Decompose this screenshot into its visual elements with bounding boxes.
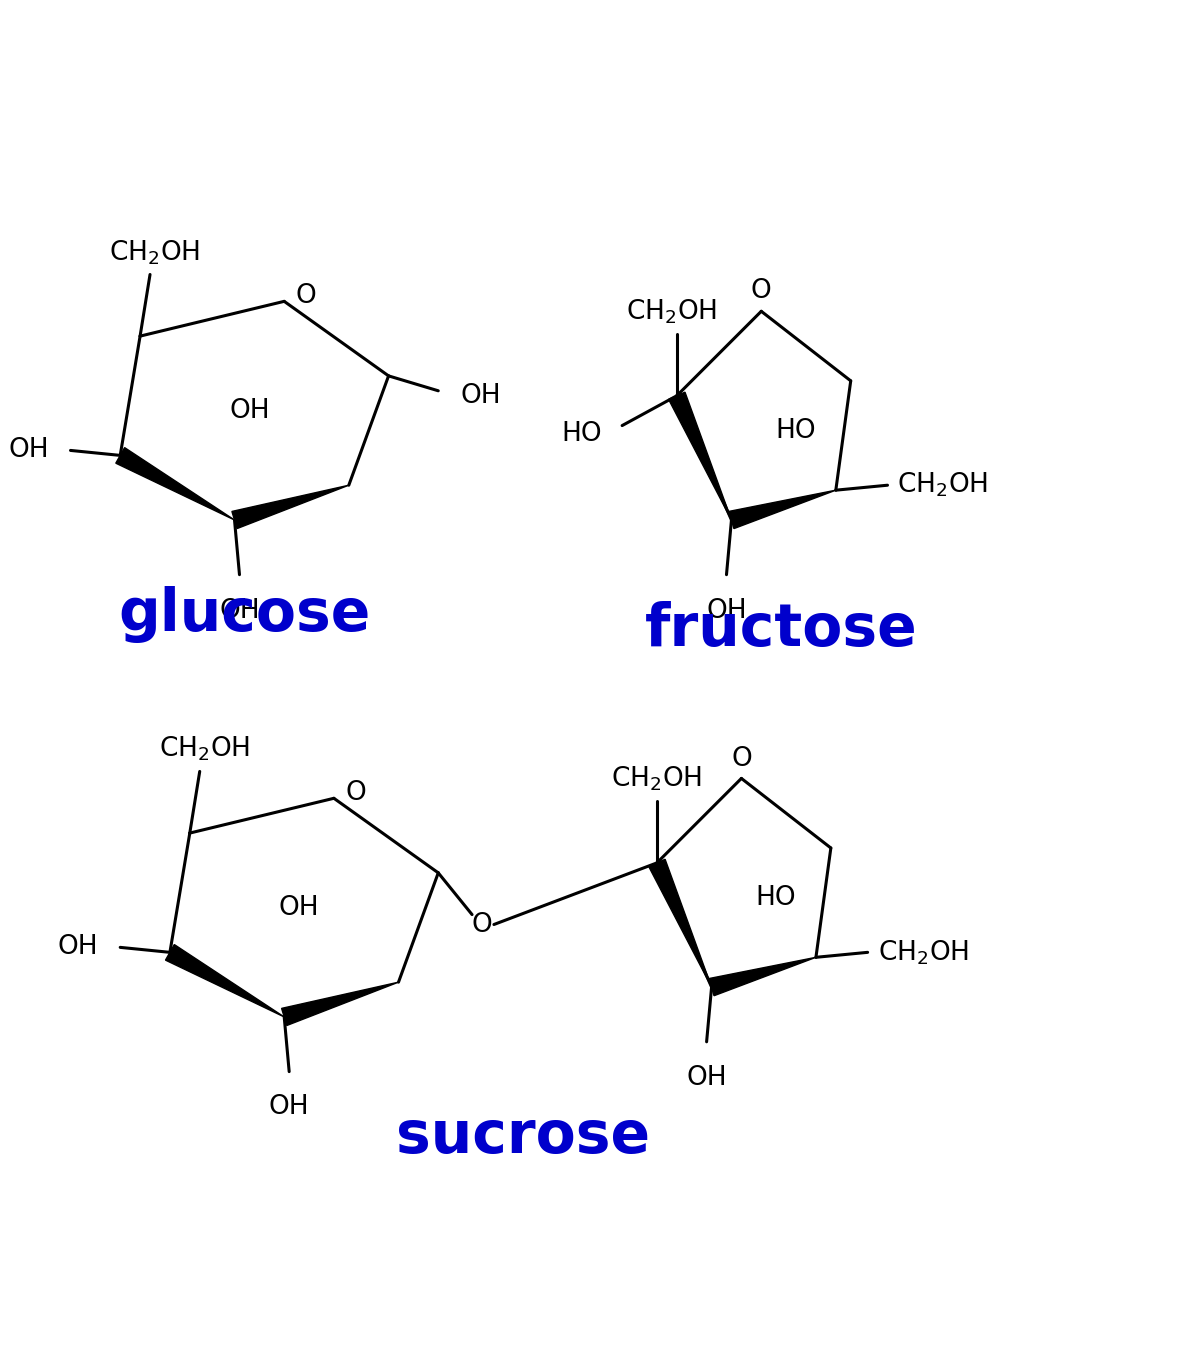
Polygon shape bbox=[232, 486, 349, 529]
Text: CH$_2$OH: CH$_2$OH bbox=[110, 239, 201, 266]
Text: O: O bbox=[295, 284, 317, 310]
Text: CH$_2$OH: CH$_2$OH bbox=[611, 765, 702, 794]
Text: OH: OH bbox=[230, 398, 270, 424]
Text: CH$_2$OH: CH$_2$OH bbox=[627, 297, 718, 326]
Text: O: O bbox=[751, 278, 771, 304]
Polygon shape bbox=[116, 447, 234, 520]
Text: O: O bbox=[346, 780, 366, 806]
Text: CH$_2$OH: CH$_2$OH bbox=[897, 471, 988, 499]
Text: sucrose: sucrose bbox=[396, 1108, 649, 1165]
Text: CH$_2$OH: CH$_2$OH bbox=[878, 938, 969, 967]
Text: OH: OH bbox=[279, 895, 319, 921]
Text: OH: OH bbox=[460, 383, 501, 409]
Text: CH$_2$OH: CH$_2$OH bbox=[159, 735, 250, 764]
Text: HO: HO bbox=[776, 417, 817, 443]
Polygon shape bbox=[709, 958, 816, 996]
Polygon shape bbox=[165, 944, 285, 1018]
Text: OH: OH bbox=[706, 597, 746, 623]
Text: O: O bbox=[731, 746, 752, 772]
Text: OH: OH bbox=[219, 597, 260, 623]
Polygon shape bbox=[730, 490, 836, 529]
Text: OH: OH bbox=[687, 1065, 727, 1091]
Text: fructose: fructose bbox=[645, 600, 917, 657]
Text: HO: HO bbox=[562, 420, 603, 446]
Text: OH: OH bbox=[269, 1094, 310, 1120]
Polygon shape bbox=[669, 393, 732, 520]
Polygon shape bbox=[648, 859, 712, 988]
Text: O: O bbox=[471, 911, 493, 937]
Polygon shape bbox=[281, 982, 398, 1026]
Text: glucose: glucose bbox=[118, 587, 371, 642]
Text: OH: OH bbox=[57, 934, 98, 960]
Text: HO: HO bbox=[756, 885, 797, 911]
Text: OH: OH bbox=[8, 438, 49, 464]
